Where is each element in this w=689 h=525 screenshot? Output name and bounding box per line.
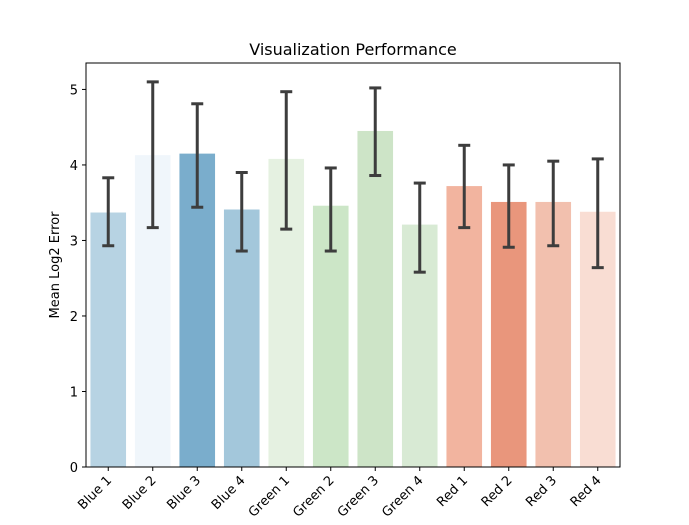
- error-bar-8: [413, 181, 426, 274]
- x-tick-label-1: Blue 1: [75, 473, 115, 513]
- chart-title: Visualization Performance: [249, 40, 457, 59]
- error-bar-12: [591, 157, 604, 270]
- error-bar-2: [146, 80, 159, 230]
- x-tick-label-6: Green 2: [290, 473, 337, 520]
- bar-7: [357, 130, 394, 467]
- y-tick-label-4: 4: [70, 159, 78, 174]
- y-tick-label-0: 0: [70, 461, 78, 476]
- y-tick-label-3: 3: [70, 234, 78, 249]
- x-tick-label-4: Blue 4: [209, 473, 249, 513]
- bar-9: [446, 186, 483, 468]
- bar-1: [90, 212, 127, 467]
- plot-frame: [85, 62, 621, 468]
- y-tick-label-2: 2: [70, 310, 78, 325]
- y-tick-label-1: 1: [70, 385, 78, 400]
- x-tick-label-2: Blue 2: [120, 473, 160, 513]
- error-bar-1: [102, 176, 115, 248]
- error-bar-3: [191, 102, 204, 209]
- x-tick-label-11: Red 3: [523, 473, 560, 510]
- error-bar-7: [369, 86, 382, 178]
- error-bar-4: [235, 170, 248, 253]
- error-bar-11: [547, 159, 560, 248]
- x-tick-label-9: Red 1: [434, 473, 471, 510]
- y-tick-label-5: 5: [70, 83, 78, 98]
- error-bar-10: [502, 163, 515, 249]
- error-bar-6: [324, 166, 337, 253]
- x-tick-label-5: Green 1: [246, 473, 293, 520]
- x-tick-label-10: Red 2: [479, 473, 516, 510]
- error-bar-5: [280, 90, 293, 231]
- x-tick-label-12: Red 4: [568, 473, 605, 510]
- error-bar-9: [458, 143, 471, 230]
- x-tick-label-7: Green 3: [335, 473, 382, 520]
- y-axis-label: Mean Log2 Error: [48, 211, 63, 319]
- x-tick-label-3: Blue 3: [164, 473, 204, 513]
- x-tick-label-8: Green 4: [379, 473, 426, 520]
